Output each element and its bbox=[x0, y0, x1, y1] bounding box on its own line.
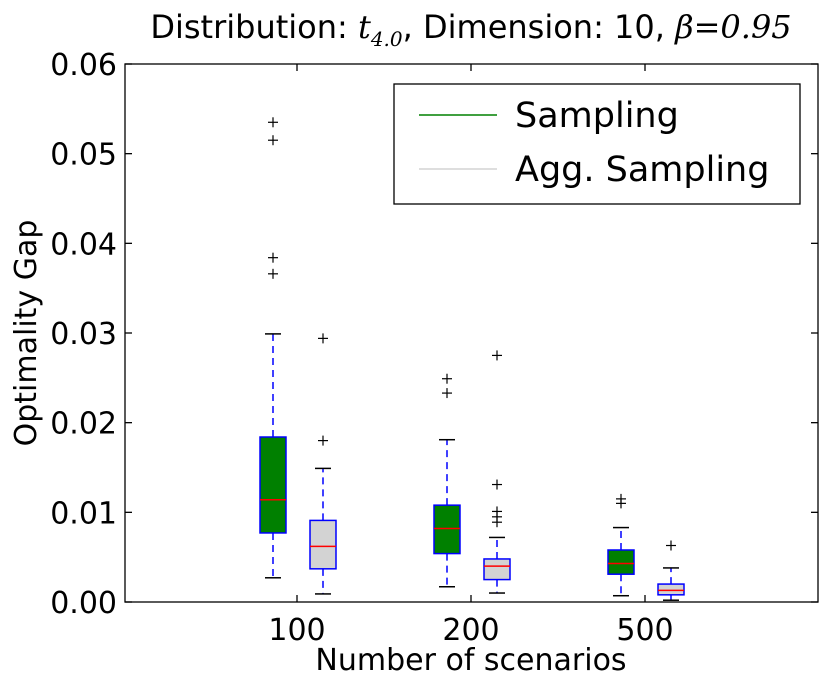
outlier-marker bbox=[492, 506, 502, 517]
box-iqr bbox=[433, 504, 461, 555]
box-sampling-500 bbox=[607, 493, 635, 597]
outlier-marker bbox=[442, 373, 452, 384]
y-tick-label: 0.05 bbox=[50, 138, 117, 173]
box-iqr bbox=[309, 519, 337, 570]
title-dist-subscript: 4.0 bbox=[370, 27, 403, 51]
legend-label-sampling: Sampling bbox=[515, 96, 679, 136]
outlier-marker bbox=[492, 479, 502, 490]
chart-title: Distribution: t4.0, Dimension: 10, β=0.9… bbox=[150, 8, 791, 51]
box-iqr bbox=[607, 549, 635, 575]
chart-marks bbox=[259, 117, 685, 601]
box-agg-sampling-200 bbox=[483, 350, 511, 594]
y-tick-label: 0.03 bbox=[50, 317, 117, 352]
box-agg-sampling-100 bbox=[309, 333, 337, 595]
y-tick-label: 0.02 bbox=[50, 407, 117, 442]
box-iqr bbox=[259, 436, 287, 534]
legend-frame bbox=[393, 83, 801, 205]
x-tick-label: 100 bbox=[268, 613, 325, 648]
outlier-marker bbox=[318, 333, 328, 344]
outlier-marker bbox=[318, 435, 328, 446]
box-agg-sampling-500 bbox=[657, 540, 685, 601]
legend-label-agg-sampling: Agg. Sampling bbox=[515, 150, 769, 190]
box-iqr bbox=[483, 558, 511, 581]
box-iqr bbox=[657, 583, 685, 596]
box-sampling-100 bbox=[259, 117, 287, 579]
y-tick-label: 0.00 bbox=[50, 586, 117, 621]
outlier-marker bbox=[268, 252, 278, 263]
title-dist-symbol: t bbox=[358, 8, 371, 46]
box-sampling-200 bbox=[433, 373, 461, 588]
outlier-marker bbox=[492, 350, 502, 361]
outlier-marker bbox=[616, 493, 626, 504]
title-prefix: Distribution: bbox=[150, 8, 358, 46]
title-beta-equals: =0.95 bbox=[694, 8, 792, 46]
y-axis-label: Optimality Gap bbox=[9, 220, 44, 447]
x-tick-label: 500 bbox=[616, 613, 673, 648]
x-tick-label: 200 bbox=[442, 613, 499, 648]
outlier-marker bbox=[268, 117, 278, 128]
y-tick-label: 0.06 bbox=[50, 48, 117, 83]
legend: Sampling Agg. Sampling bbox=[393, 83, 801, 205]
title-middle: , Dimension: 10, bbox=[403, 8, 675, 46]
title-beta-symbol: β bbox=[674, 8, 694, 46]
y-tick-label: 0.01 bbox=[50, 496, 117, 531]
chart-axes: 0.00 0.01 0.02 0.03 0.04 0.05 0.06 100 200 500 bbox=[50, 48, 818, 648]
x-axis-label: Number of scenarios bbox=[315, 643, 626, 678]
outlier-marker bbox=[442, 388, 452, 399]
outlier-marker bbox=[666, 540, 676, 551]
outlier-marker bbox=[268, 135, 278, 146]
y-tick-label: 0.04 bbox=[50, 227, 117, 262]
outlier-marker bbox=[268, 268, 278, 279]
